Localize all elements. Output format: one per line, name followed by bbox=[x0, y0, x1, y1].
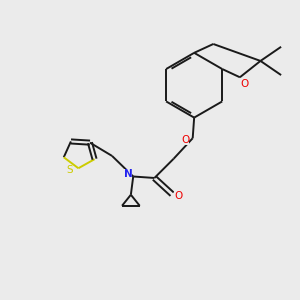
Text: O: O bbox=[240, 79, 248, 89]
Text: O: O bbox=[181, 135, 190, 145]
Text: N: N bbox=[124, 169, 132, 179]
Text: S: S bbox=[67, 165, 74, 175]
Text: O: O bbox=[174, 190, 183, 201]
